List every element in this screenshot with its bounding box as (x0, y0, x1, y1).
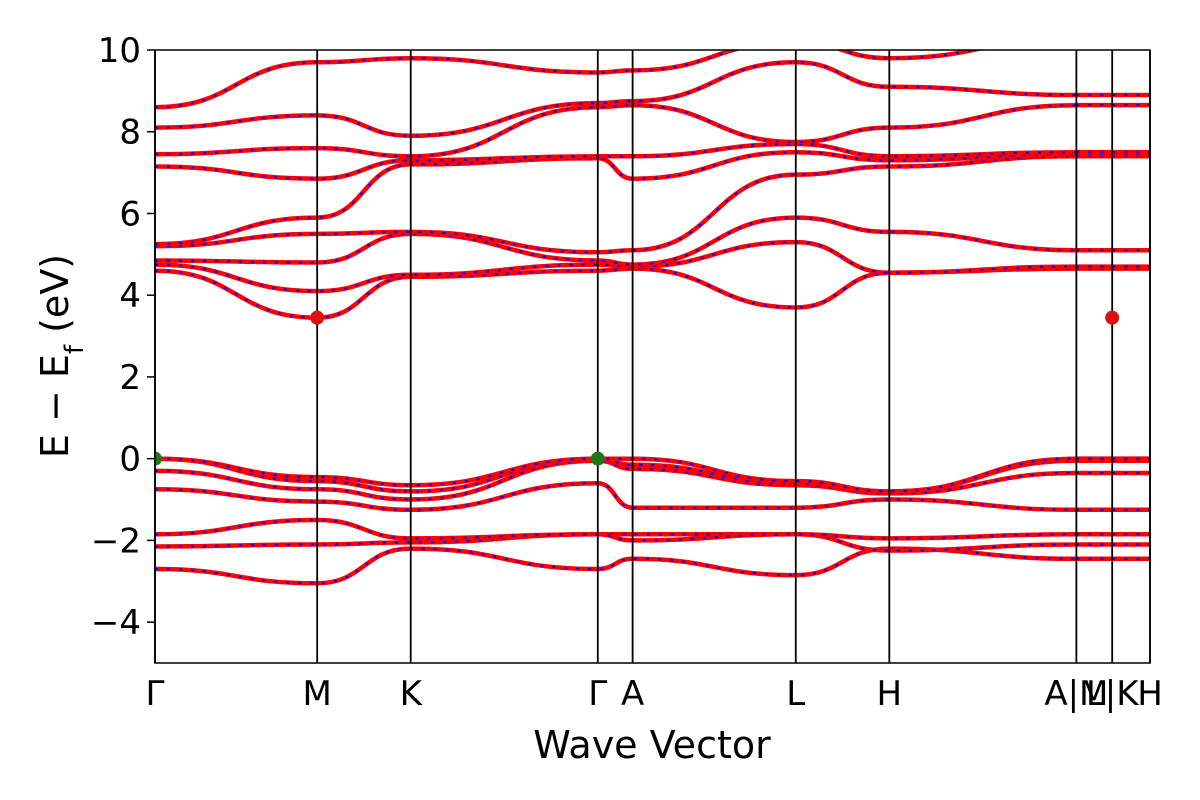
x-axis-ticks: Γ M K Γ A L H A|ML|KH (146, 674, 1163, 714)
band-overlay-7 (155, 267, 1077, 319)
y-tick-label-1: −2 (91, 521, 141, 561)
band-edge-marker-0 (155, 451, 162, 466)
y-tick-label-7: 10 (98, 31, 141, 71)
y-tick-label-4: 4 (119, 276, 141, 316)
x-tick-label-8: L|K (1086, 674, 1140, 714)
y-tick-label-6: 8 (119, 113, 141, 153)
x-tick-label-5: L (786, 674, 805, 714)
band-edge-marker-3 (1105, 310, 1120, 325)
band-overlay-9 (155, 216, 1077, 266)
x-tick-label-2: K (400, 674, 424, 714)
band-13 (155, 102, 1077, 159)
x-tick-label-4: A (621, 674, 644, 714)
band-9 (155, 215, 1077, 267)
high-symmetry-lines (154, 50, 1151, 663)
y-axis-ticks: −4 −2 0 2 4 6 8 10 (91, 31, 155, 643)
y-tick-label-5: 6 (119, 194, 141, 234)
y-tick-label-0: −4 (91, 603, 141, 643)
bands-layer (155, 50, 1150, 586)
x-tick-label-9: H (1137, 674, 1163, 714)
y-axis-label-main: E − E (33, 354, 77, 458)
x-tick-label-6: H (877, 674, 903, 714)
band-overlay-0 (155, 547, 1077, 585)
plot-frame (154, 49, 1151, 664)
y-axis-label: E − Ef (eV) (33, 254, 90, 458)
x-tick-label-3: Γ (588, 674, 607, 714)
y-tick-label-2: 0 (119, 440, 141, 480)
band-7 (155, 266, 1077, 320)
band-0 (155, 546, 1077, 586)
x-tick-label-7: A|M (1044, 674, 1108, 714)
y-axis-label-sub: f (60, 344, 90, 354)
x-axis-label: Wave Vector (533, 723, 771, 767)
band-overlay-15 (155, 50, 979, 109)
band-edge-marker-1 (590, 451, 605, 466)
x-tick-label-1: M (303, 674, 332, 714)
band-edge-markers (155, 310, 1120, 466)
band-2 (155, 517, 1077, 543)
x-tick-label-0: Γ (146, 674, 165, 714)
y-axis-label-unit: (eV) (33, 254, 77, 345)
band-edge-marker-2 (310, 310, 325, 325)
band-overlay-11 (155, 151, 1077, 246)
y-tick-label-3: 2 (119, 358, 141, 398)
